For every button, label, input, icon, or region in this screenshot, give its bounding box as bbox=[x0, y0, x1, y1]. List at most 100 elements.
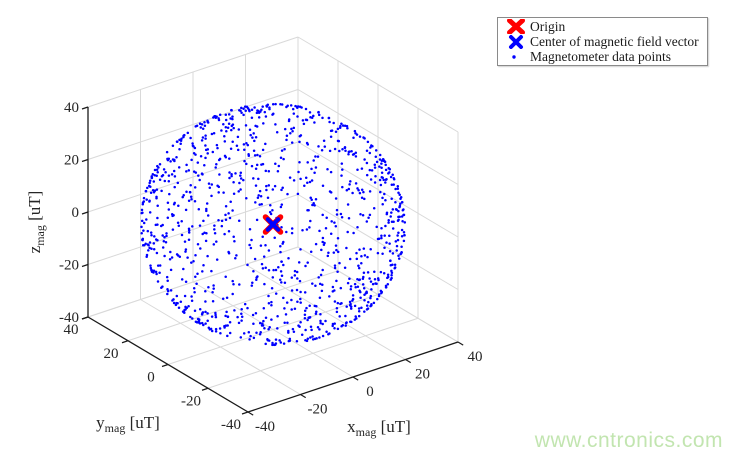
data-point bbox=[156, 280, 160, 283]
data-point bbox=[370, 169, 374, 172]
data-point bbox=[384, 198, 387, 202]
data-point bbox=[360, 306, 363, 310]
data-point bbox=[173, 185, 176, 189]
data-point bbox=[267, 294, 270, 298]
data-point bbox=[295, 340, 299, 343]
data-point bbox=[220, 224, 224, 228]
data-point bbox=[310, 328, 313, 332]
y-tick-label: 20 bbox=[104, 346, 119, 362]
data-point bbox=[400, 215, 404, 218]
data-point bbox=[356, 168, 359, 172]
data-point bbox=[383, 234, 386, 237]
x-tick-label: -40 bbox=[255, 419, 275, 435]
data-point bbox=[396, 238, 400, 242]
data-point bbox=[244, 109, 247, 112]
data-point bbox=[317, 276, 320, 279]
data-point bbox=[238, 109, 241, 112]
data-point bbox=[317, 145, 320, 148]
data-point bbox=[308, 111, 312, 114]
data-point bbox=[339, 124, 342, 128]
data-point bbox=[331, 324, 334, 328]
data-point bbox=[255, 163, 259, 167]
data-point bbox=[187, 231, 191, 234]
data-point bbox=[245, 197, 248, 200]
data-point bbox=[214, 327, 218, 331]
center-marker bbox=[265, 217, 281, 232]
data-point bbox=[335, 307, 339, 310]
data-point bbox=[348, 277, 351, 280]
data-point bbox=[299, 248, 302, 251]
data-point bbox=[242, 178, 245, 182]
data-point bbox=[228, 176, 231, 180]
tick-labels: -40 -40 -40 -20 -20 -20 0 0 0 20 20 20 40 40 40 bbox=[59, 100, 483, 435]
data-point bbox=[226, 315, 230, 319]
data-point bbox=[248, 338, 251, 341]
data-point bbox=[403, 233, 406, 237]
data-point bbox=[227, 212, 230, 215]
data-point bbox=[332, 121, 335, 125]
data-point bbox=[339, 286, 343, 290]
data-point bbox=[248, 227, 252, 231]
data-point bbox=[193, 146, 197, 150]
data-point bbox=[167, 174, 171, 177]
data-point bbox=[176, 254, 180, 257]
data-point bbox=[202, 219, 205, 223]
data-point bbox=[338, 149, 341, 153]
data-point bbox=[308, 180, 312, 184]
data-point bbox=[356, 285, 360, 289]
data-point bbox=[389, 259, 392, 263]
data-point bbox=[251, 136, 254, 139]
data-point bbox=[181, 195, 184, 199]
data-point bbox=[301, 119, 305, 122]
data-point bbox=[196, 161, 200, 164]
data-point bbox=[254, 184, 258, 187]
data-point bbox=[165, 150, 169, 154]
z-tick bbox=[81, 158, 89, 163]
data-point bbox=[243, 105, 247, 108]
data-point bbox=[379, 190, 382, 194]
data-point bbox=[206, 312, 209, 315]
data-point bbox=[333, 266, 337, 270]
data-point bbox=[201, 136, 205, 139]
data-point bbox=[380, 236, 383, 240]
data-point bbox=[340, 174, 343, 177]
data-point bbox=[304, 176, 308, 179]
data-point bbox=[319, 319, 322, 323]
data-point bbox=[270, 286, 274, 290]
data-point bbox=[152, 269, 155, 273]
data-point bbox=[276, 315, 279, 318]
data-point bbox=[260, 262, 264, 266]
data-point bbox=[250, 108, 254, 112]
data-point bbox=[336, 270, 339, 274]
data-point bbox=[355, 257, 359, 261]
x-tick-label: 40 bbox=[468, 349, 483, 365]
data-point bbox=[385, 241, 388, 244]
data-point bbox=[250, 284, 254, 287]
data-point bbox=[262, 255, 266, 258]
data-point bbox=[280, 203, 284, 206]
data-point bbox=[299, 301, 302, 304]
data-point bbox=[309, 250, 313, 254]
data-point bbox=[182, 135, 185, 139]
data-point bbox=[274, 342, 278, 345]
data-point bbox=[252, 132, 255, 135]
data-point bbox=[314, 155, 317, 158]
data-point bbox=[288, 337, 292, 341]
data-point bbox=[218, 327, 222, 330]
data-point bbox=[320, 149, 324, 152]
data-point bbox=[303, 291, 307, 294]
data-point bbox=[212, 116, 215, 119]
data-point bbox=[205, 231, 208, 235]
data-point bbox=[206, 148, 210, 151]
data-point bbox=[399, 252, 402, 256]
data-point bbox=[369, 146, 372, 149]
data-point bbox=[282, 342, 286, 345]
data-point bbox=[345, 246, 348, 250]
data-point bbox=[246, 306, 249, 310]
data-point bbox=[261, 105, 264, 108]
data-point bbox=[321, 334, 325, 338]
data-point bbox=[358, 278, 362, 281]
legend-item-origin: Origin bbox=[502, 19, 705, 34]
data-point bbox=[379, 289, 383, 293]
data-point bbox=[369, 178, 373, 181]
